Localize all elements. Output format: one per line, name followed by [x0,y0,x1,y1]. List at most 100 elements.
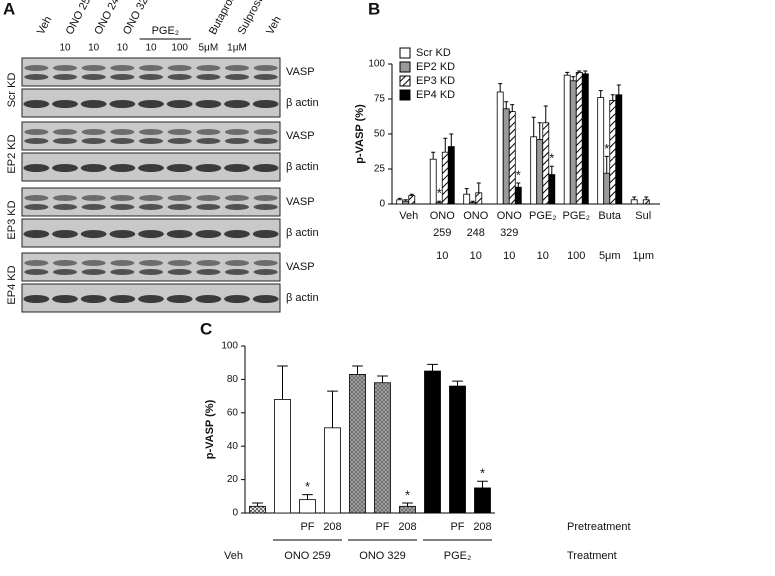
legend-swatch [399,89,411,101]
blot-band [252,230,279,238]
blot-band [196,138,221,144]
legend-swatch [399,47,411,59]
blot-band [167,269,192,275]
blot-band [24,129,49,135]
error-bar [537,122,542,140]
error-bar [352,365,363,375]
blot-band [24,260,49,266]
error-bar [531,116,536,137]
error-bar [437,200,442,203]
blot-band [224,295,250,303]
y-tick-label: 75 [374,94,386,105]
lane-label: PGE₂ [152,25,180,37]
row-label: Pretreatment [567,521,631,533]
blot-band [110,204,135,210]
y-tick-label: 40 [227,441,239,452]
blot-band [109,295,136,303]
blot-band [196,260,221,266]
lane-label: Veh [35,14,55,36]
significance: * [405,487,410,502]
x-tick-label: Veh [399,210,419,222]
lane-label: Veh [264,14,284,36]
error-bar [377,375,388,383]
error-bar [516,182,521,188]
blot-band [24,74,49,80]
blot-band [224,260,250,266]
blot-band [166,164,193,172]
blot-band [167,74,192,80]
bar [396,199,404,205]
x-tick-label-box: Sul [635,210,651,222]
bar [630,199,638,205]
bar [502,108,510,205]
error-bar [402,502,413,507]
error-bar [302,494,313,500]
y-tick-label: 60 [227,407,239,418]
dose-label: 100 [567,250,585,262]
error-bar [476,182,481,193]
blot-band [52,269,78,275]
x-tick-label-box: ONO 248 [463,210,488,239]
blot-band [80,230,107,238]
blot-band [252,100,279,108]
blot-band [224,100,250,108]
band-label: β actin [286,292,319,304]
blot-band [52,138,78,144]
significance: * [480,466,485,481]
blot-band [110,138,135,144]
error-bar [431,151,436,160]
blot-band [196,269,221,275]
blot-band [196,129,221,135]
x-tick-label-box: Veh [399,210,419,222]
bar [536,139,544,205]
error-bar [464,188,469,195]
dose-label: 5μM [199,43,219,54]
x-tick-label: PF [300,521,314,533]
blot-band [110,195,135,201]
blot-band [224,138,250,144]
y-axis-label: p-VASP (%) [354,104,366,164]
blot-band [81,138,106,144]
blot-band [224,164,250,172]
error-bar [610,94,615,101]
y-tick-label: 80 [227,374,239,385]
error-bar [632,196,637,200]
blot-band [23,230,50,238]
panel-label: A [3,0,15,18]
x-tick-label: 208 [398,521,416,533]
error-bar [583,70,588,74]
x-tick-label: PGE₂ [529,210,557,222]
x-tick-label-box: ONO 329 [497,210,522,239]
bar [597,97,605,205]
blot-band [167,65,192,71]
blot-band [52,260,78,266]
blot-band [109,100,136,108]
blot-band [252,164,279,172]
dose-label: 1μM [227,43,247,54]
bar [435,202,443,205]
blot-band [81,269,106,275]
dose-label: 10 [117,43,129,54]
blot-band [195,295,222,303]
blot-band [24,204,49,210]
blot-band [224,65,250,71]
bar [249,505,266,514]
dose-label: 10 [537,250,549,262]
bar [609,100,617,205]
blot-band [253,204,278,210]
blot-band [138,129,164,135]
bar [408,195,416,205]
blot-band [110,129,135,135]
blot-band [253,129,278,135]
error-bar [470,200,475,203]
blot-band [195,100,222,108]
group-label: ONO 329 [359,550,405,562]
blot-band [224,195,250,201]
blot-band [253,269,278,275]
bar [424,370,441,514]
bar [349,373,366,514]
bar [469,202,477,205]
blot-band [138,269,164,275]
blot-band [196,204,221,210]
